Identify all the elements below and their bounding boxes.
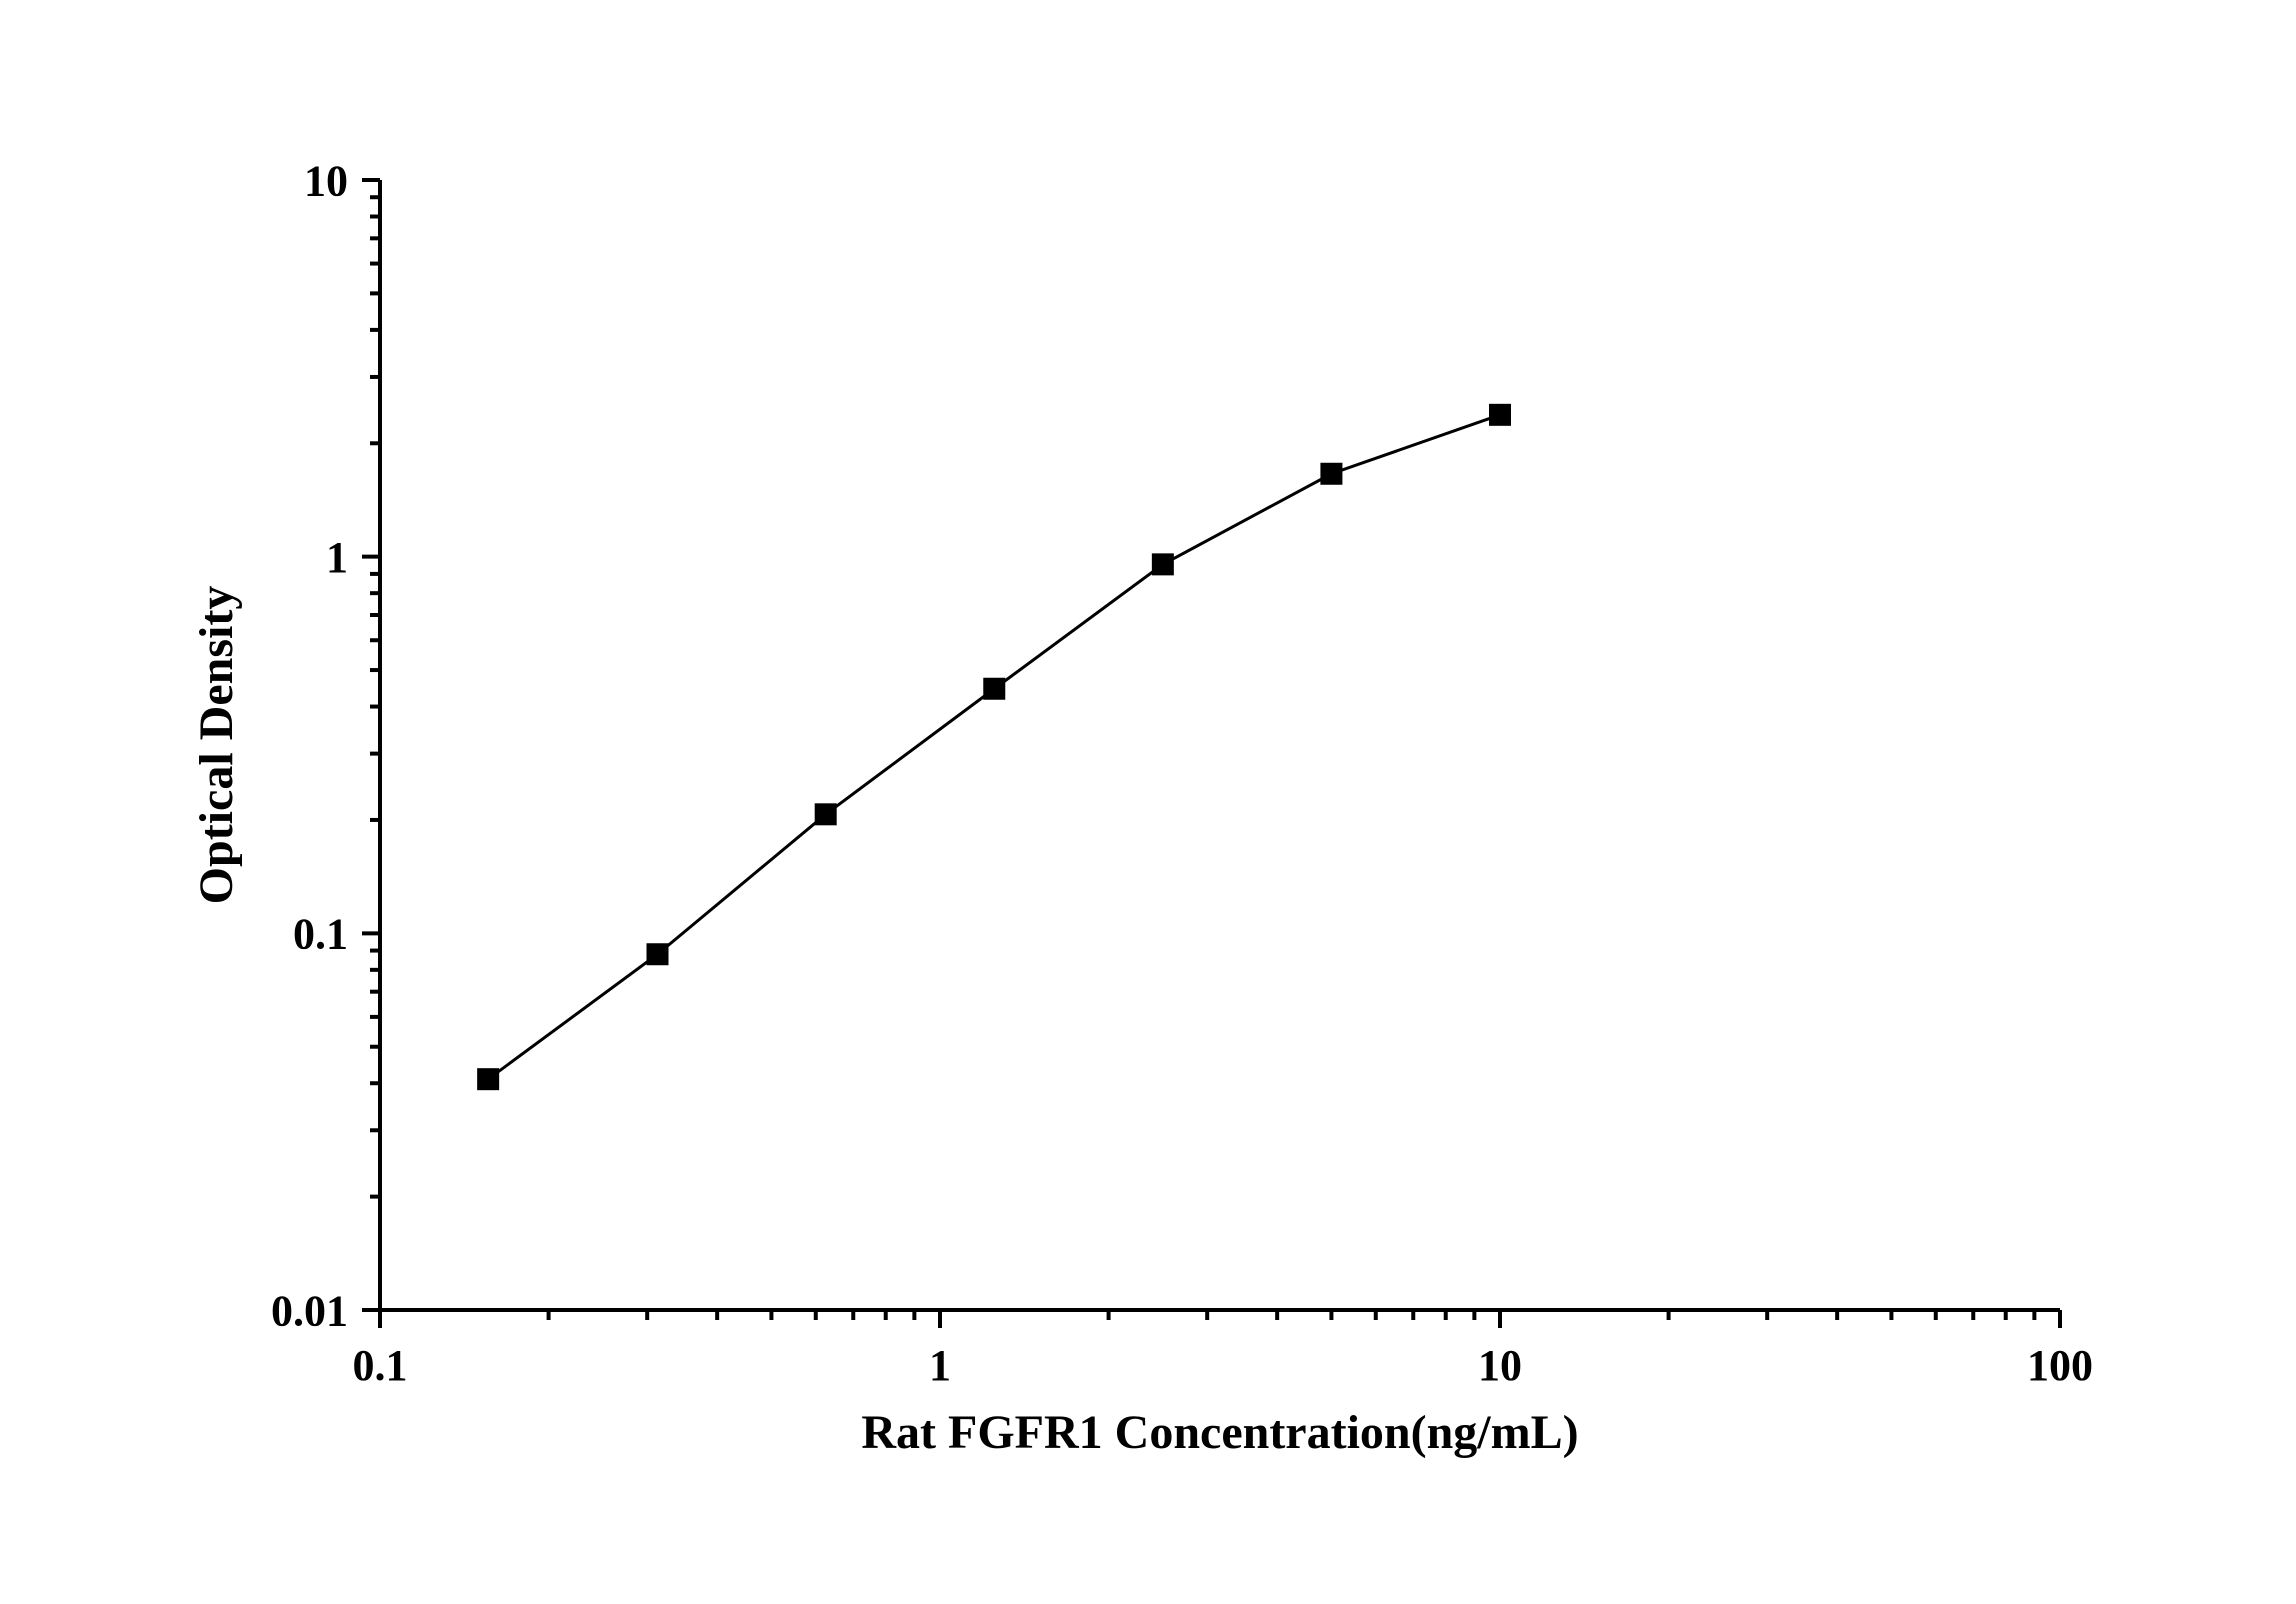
x-axis-label: Rat FGFR1 Concentration(ng/mL)	[861, 1406, 1578, 1459]
y-tick-label: 0.01	[271, 1286, 348, 1335]
x-tick-label: 0.1	[353, 1341, 408, 1390]
y-tick-label: 10	[304, 156, 348, 205]
data-marker	[1489, 404, 1511, 426]
y-axis-label: Optical Density	[190, 586, 243, 905]
data-marker	[1152, 553, 1174, 575]
data-marker	[815, 803, 837, 825]
chart-container: 0.11101000.010.1110Rat FGFR1 Concentrati…	[0, 0, 2296, 1604]
data-marker	[647, 943, 669, 965]
x-tick-label: 100	[2027, 1341, 2093, 1390]
data-marker	[1320, 463, 1342, 485]
data-marker	[477, 1068, 499, 1090]
y-tick-label: 1	[326, 533, 348, 582]
x-tick-label: 10	[1478, 1341, 1522, 1390]
y-tick-label: 0.1	[293, 910, 348, 959]
x-tick-label: 1	[929, 1341, 951, 1390]
line-chart: 0.11101000.010.1110Rat FGFR1 Concentrati…	[0, 0, 2296, 1604]
data-marker	[983, 678, 1005, 700]
